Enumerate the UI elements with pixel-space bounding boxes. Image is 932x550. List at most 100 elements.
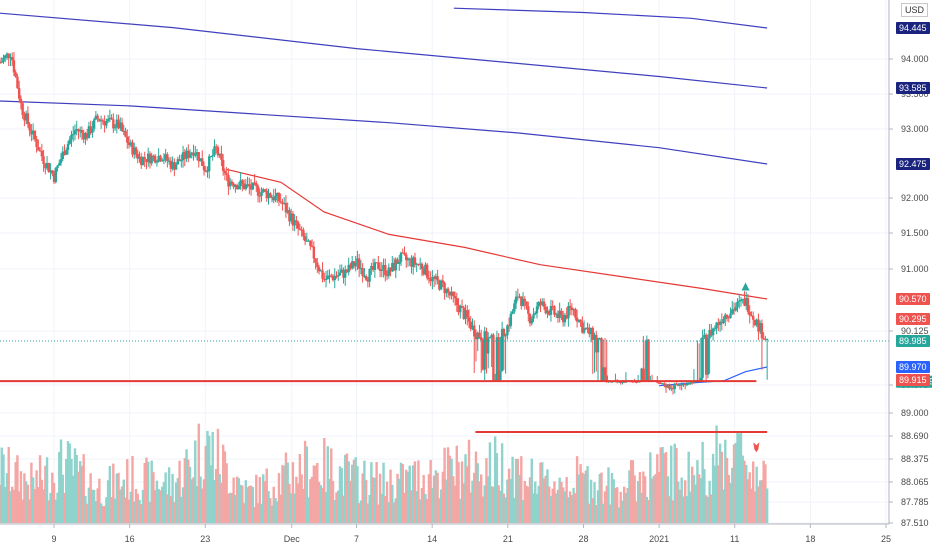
- y-tick-label: 90.125: [901, 326, 929, 336]
- candle-body: [17, 88, 21, 99]
- volume-bar: [28, 499, 31, 523]
- candle-body: [469, 321, 472, 330]
- candle-body: [701, 337, 704, 378]
- candle-body: [235, 184, 239, 190]
- candle-body: [389, 267, 392, 272]
- candle-body: [345, 269, 349, 273]
- candle-body: [584, 328, 588, 330]
- volume-bar: [687, 451, 690, 523]
- volume-bar: [720, 451, 724, 523]
- candle-body: [622, 381, 626, 383]
- volume-bar: [751, 461, 755, 523]
- volume-bar: [640, 492, 643, 523]
- candle-body: [262, 189, 265, 192]
- volume-bar: [523, 480, 526, 523]
- volume-bar: [166, 494, 169, 523]
- volume-bar: [661, 446, 664, 523]
- volume-bar: [664, 451, 668, 523]
- candle-body: [166, 154, 169, 161]
- candle-body: [687, 383, 690, 385]
- candle-body: [570, 307, 574, 311]
- volume-bar: [337, 490, 340, 523]
- volume-bar: [216, 428, 220, 523]
- candle-body: [24, 113, 28, 121]
- candle-body: [368, 268, 371, 282]
- candle-body: [666, 384, 669, 388]
- volume-bar: [4, 486, 7, 523]
- candle-body: [520, 296, 523, 306]
- candle-body: [66, 143, 70, 151]
- candle-body: [589, 327, 593, 335]
- candle-body: [511, 311, 514, 314]
- time-axis[interactable]: [0, 523, 932, 550]
- volume-bar: [685, 496, 689, 523]
- candle-body: [239, 180, 242, 187]
- candle-body: [748, 311, 751, 316]
- volume-bar: [185, 449, 188, 523]
- candle-body: [120, 122, 124, 131]
- volume-bar: [394, 498, 397, 523]
- candle-body: [471, 325, 474, 330]
- volume-bar: [239, 484, 242, 523]
- volume-bar: [701, 441, 704, 523]
- volume-bar: [551, 488, 554, 523]
- volume-bar: [106, 480, 110, 523]
- volume-bar: [528, 477, 532, 523]
- price-badge-bg: [896, 361, 930, 373]
- volume-bar: [5, 473, 9, 523]
- volume-bar: [727, 474, 730, 523]
- candle-body: [673, 383, 676, 389]
- candle-body: [509, 313, 513, 326]
- candle-body: [490, 334, 493, 338]
- currency-label[interactable]: USD: [900, 3, 928, 17]
- volume-bar: [19, 471, 23, 523]
- volume-bar: [199, 476, 202, 523]
- price-badge-bg: [896, 22, 930, 34]
- volume-bar: [197, 423, 200, 523]
- candle-body: [518, 296, 521, 298]
- candle-body: [11, 57, 14, 61]
- volume-bar: [218, 474, 221, 523]
- volume-bar: [295, 476, 298, 523]
- volume-bar: [422, 474, 425, 523]
- candle-body: [84, 133, 87, 140]
- volume-bar: [476, 463, 479, 523]
- volume-bar: [713, 465, 717, 523]
- volume-bar: [725, 457, 729, 523]
- candle-body: [539, 302, 542, 305]
- volume-bar: [187, 459, 190, 523]
- volume-bar: [391, 484, 394, 523]
- signal-markers: [741, 282, 760, 453]
- candle-body: [209, 156, 213, 158]
- volume-bar: [310, 476, 314, 523]
- candle-body: [760, 323, 764, 339]
- candle-body: [267, 193, 270, 199]
- candle-body: [459, 305, 462, 313]
- candle-body: [408, 258, 411, 260]
- volume-bar: [54, 499, 57, 523]
- volume-bar: [384, 495, 387, 523]
- volume-bar: [677, 481, 680, 523]
- candle-body: [528, 313, 532, 324]
- x-tick-label: Dec: [284, 534, 301, 544]
- price-badge-bg: [896, 293, 930, 305]
- candle-body: [330, 275, 333, 277]
- candle-body: [532, 314, 535, 319]
- volume-bar: [453, 485, 457, 523]
- candle-body: [19, 98, 23, 104]
- price-axis[interactable]: [888, 0, 932, 524]
- volume-bar: [330, 448, 333, 523]
- candle-body: [331, 276, 335, 281]
- volume-bar: [141, 489, 145, 523]
- volume-bar: [673, 443, 676, 523]
- candle-body: [105, 120, 108, 126]
- volume-bar: [51, 472, 54, 523]
- candle-body: [750, 315, 753, 317]
- volume-bar: [473, 472, 476, 523]
- volume-bar: [126, 459, 129, 523]
- volume-bar: [399, 462, 403, 523]
- candle-body: [704, 334, 708, 375]
- candle-body: [282, 203, 286, 205]
- y-tick-label: 88.065: [901, 477, 929, 487]
